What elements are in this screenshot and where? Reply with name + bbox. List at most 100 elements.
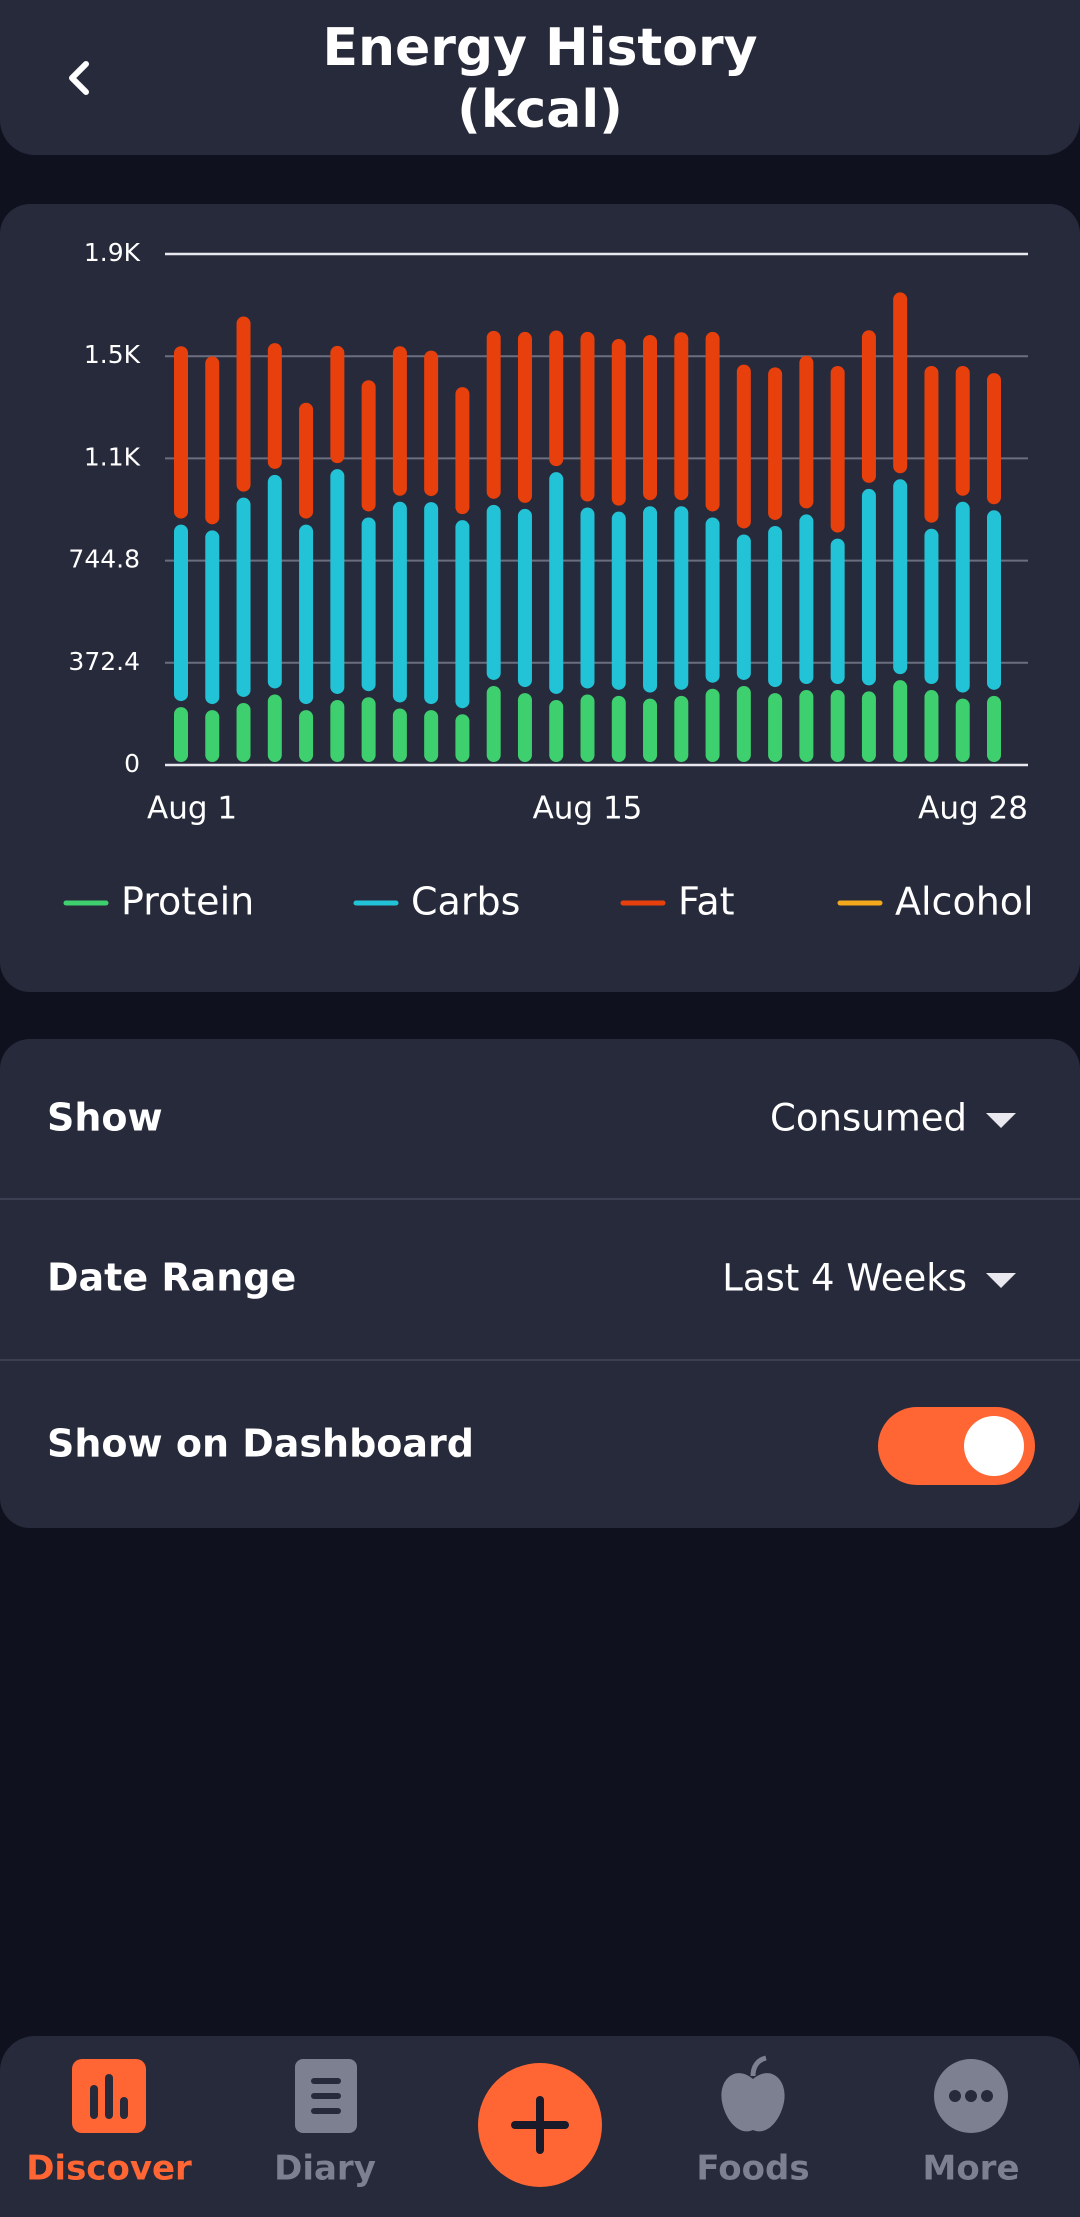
nav-label[interactable]: Foods (696, 2149, 809, 2189)
bar-segment (799, 514, 814, 685)
settings: Show Consumed Date Range Last 4 Weeks Show o… (0, 1096, 1080, 1485)
bar-segment (768, 525, 783, 688)
legend-label: Carbs (411, 880, 520, 924)
y-tick-label: 1.5K (84, 340, 141, 369)
icon-line (311, 2078, 341, 2084)
bar-segment (299, 402, 314, 519)
dropdown-arrow[interactable] (986, 1113, 1016, 1128)
bar-segment (299, 524, 314, 705)
y-tick-label: 744.8 (68, 545, 140, 574)
bar-segment (643, 506, 658, 693)
dropdown-arrow[interactable] (986, 1273, 1016, 1288)
x-tick-label: Aug 1 (147, 791, 237, 827)
bar-segment (924, 365, 939, 523)
bar-segment (486, 685, 501, 762)
bar-segment (768, 367, 783, 520)
bar-segment (924, 690, 939, 762)
bar-segment (236, 316, 251, 492)
bar-segment (705, 331, 720, 512)
bar-segment (736, 364, 751, 529)
y-tick-label: 0 (124, 749, 140, 778)
bar-segment (392, 708, 407, 762)
bar-segment (674, 332, 689, 501)
bar-segment (330, 345, 345, 464)
bar-segment (893, 680, 908, 762)
chart: 0 372.4 744.8 1.1K 1.5K 1.9K Aug 1 Aug 15 Aug 28… (63, 238, 1034, 924)
setting-label: Show on Dashboard (47, 1422, 474, 1466)
bar-segment (580, 331, 595, 502)
y-tick-label: 1.1K (84, 442, 141, 471)
header (0, 0, 1080, 155)
discover-icon[interactable] (72, 2059, 146, 2133)
bar-segment (392, 346, 407, 496)
bar-segment (330, 469, 345, 694)
bar-segment (549, 330, 564, 467)
bar-segment (799, 355, 814, 509)
bar-segment (924, 528, 939, 685)
bar-segment (455, 714, 470, 762)
bar-segment (830, 690, 845, 762)
toggle-knob[interactable] (964, 1416, 1024, 1476)
chart-card (0, 204, 1080, 992)
bar-segment (455, 520, 470, 709)
icon-stem (750, 2055, 767, 2077)
setting-value[interactable]: Last 4 Weeks (722, 1257, 967, 1300)
bar-segment (361, 517, 376, 692)
bar-segment (705, 517, 720, 683)
back-button[interactable] (69, 61, 89, 95)
more-icon[interactable] (934, 2059, 1008, 2133)
bar-segment (205, 356, 220, 525)
bar-segment (768, 693, 783, 762)
settings-card (0, 1039, 1080, 1528)
bar-segment (611, 511, 626, 690)
bar-segment (486, 330, 501, 499)
nav-label[interactable]: Discover (26, 2149, 192, 2189)
bar-segment (549, 472, 564, 694)
bar-segment (486, 504, 501, 680)
foods-icon[interactable] (721, 2055, 785, 2132)
icon-bar (105, 2074, 113, 2119)
bar-segment (955, 365, 970, 496)
bar-segment (267, 474, 282, 689)
bar-segment (424, 350, 439, 497)
setting-value[interactable]: Consumed (770, 1097, 967, 1140)
header-title: (kcal) (457, 80, 623, 140)
bar-segment (267, 694, 282, 762)
nav-label[interactable]: More (922, 2149, 1019, 2189)
icon-bar (120, 2097, 128, 2119)
bar-segment (736, 685, 751, 762)
bar-segment (174, 346, 188, 519)
bar-segment (267, 343, 282, 469)
bar-segment (799, 690, 814, 762)
bar-segment (674, 506, 689, 690)
bar-segment (392, 501, 407, 703)
bar-segment (174, 524, 188, 702)
icon-line (311, 2108, 341, 2114)
legend-label: Alcohol (895, 880, 1034, 924)
bar-segment (987, 510, 1001, 690)
x-tick-label: Aug 28 (918, 791, 1028, 827)
nav-label[interactable]: Diary (274, 2149, 376, 2189)
bar-segment (705, 688, 720, 762)
bar-segment (643, 334, 658, 501)
bar-segment (987, 373, 1001, 505)
setting-label: Date Range (47, 1256, 296, 1300)
bar-segment (580, 507, 595, 689)
bar-segment (736, 534, 751, 680)
bar-segment (236, 497, 251, 697)
diary-icon[interactable] (295, 2059, 357, 2133)
icon-apple (721, 2073, 785, 2132)
bar-segment (455, 387, 470, 515)
bar-segment (611, 695, 626, 762)
bar-segment (174, 707, 188, 762)
header-title: Energy History (322, 18, 757, 78)
bar-segment (861, 691, 876, 762)
bar-segment (236, 702, 251, 762)
setting-label: Show (47, 1096, 163, 1140)
bar-segment (861, 330, 876, 483)
legend-label: Fat (678, 880, 735, 924)
bar-segment (955, 501, 970, 693)
bar-segment (549, 699, 564, 762)
bar-segment (861, 488, 876, 686)
